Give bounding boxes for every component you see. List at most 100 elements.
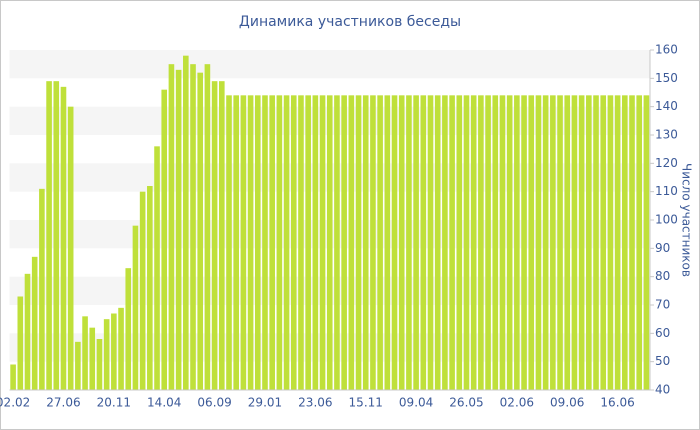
bar bbox=[183, 55, 189, 391]
bar bbox=[290, 95, 297, 390]
x-tick-label: 26.05 bbox=[449, 396, 483, 410]
bar bbox=[283, 95, 290, 390]
bar bbox=[254, 95, 261, 390]
bar bbox=[334, 95, 340, 390]
bar bbox=[535, 95, 542, 390]
x-tick-label: 06.09 bbox=[197, 396, 231, 410]
bar bbox=[111, 313, 117, 390]
bar bbox=[470, 95, 477, 390]
bar bbox=[154, 146, 160, 390]
bar bbox=[442, 95, 448, 390]
bar bbox=[449, 95, 455, 390]
bar bbox=[463, 95, 470, 390]
grid-band bbox=[9, 50, 650, 79]
bar bbox=[593, 95, 599, 390]
bar bbox=[406, 95, 412, 390]
bar bbox=[607, 95, 614, 390]
bar bbox=[139, 191, 146, 390]
bar bbox=[564, 95, 571, 390]
bar bbox=[103, 319, 110, 390]
x-tick-label: 16.06 bbox=[600, 396, 634, 410]
bar bbox=[132, 225, 139, 390]
x-tick-label: 27.06 bbox=[46, 396, 80, 410]
bar bbox=[233, 95, 239, 390]
bar bbox=[75, 341, 81, 390]
bar bbox=[31, 256, 38, 390]
bar bbox=[506, 95, 513, 390]
y-tick-label: 150 bbox=[655, 71, 678, 85]
bar bbox=[269, 95, 275, 390]
bar bbox=[147, 186, 153, 390]
bar bbox=[622, 95, 628, 390]
bar bbox=[557, 95, 563, 390]
bar bbox=[600, 95, 607, 390]
bar bbox=[24, 273, 31, 390]
bar bbox=[629, 95, 635, 390]
chart-title: Динамика участников беседы bbox=[239, 14, 461, 30]
bar bbox=[614, 95, 621, 390]
bar bbox=[550, 95, 556, 390]
bar bbox=[39, 188, 45, 390]
x-tick-label: 09.04 bbox=[399, 396, 433, 410]
bar bbox=[96, 339, 103, 390]
bar bbox=[420, 95, 427, 390]
bar bbox=[67, 106, 74, 391]
bar bbox=[578, 95, 585, 390]
bar bbox=[492, 95, 499, 390]
bar bbox=[211, 81, 218, 391]
bar bbox=[521, 95, 527, 390]
bar bbox=[60, 86, 67, 390]
y-tick-label: 80 bbox=[655, 269, 670, 283]
x-tick-label: 23.06 bbox=[298, 396, 332, 410]
bar bbox=[485, 95, 491, 390]
bar bbox=[355, 95, 362, 390]
bar bbox=[262, 95, 268, 390]
bar bbox=[226, 95, 232, 390]
bar bbox=[247, 95, 254, 390]
x-tick-label: 29.01 bbox=[248, 396, 282, 410]
bar bbox=[319, 95, 326, 390]
bar bbox=[298, 95, 304, 390]
y-tick-label: 110 bbox=[655, 184, 678, 198]
bar bbox=[276, 95, 283, 390]
y-tick-label: 130 bbox=[655, 128, 678, 142]
x-tick-label: 14.04 bbox=[147, 396, 181, 410]
y-tick-label: 160 bbox=[655, 43, 678, 57]
y-tick-label: 70 bbox=[655, 298, 670, 312]
bar bbox=[542, 95, 549, 390]
y-tick-label: 50 bbox=[655, 354, 670, 368]
bar bbox=[240, 95, 247, 390]
bar bbox=[456, 95, 463, 390]
bar bbox=[118, 307, 124, 390]
y-tick-label: 90 bbox=[655, 241, 670, 255]
bar bbox=[305, 95, 311, 390]
bar bbox=[528, 95, 535, 390]
bar bbox=[413, 95, 419, 390]
bar bbox=[514, 95, 520, 390]
x-tick-label: 20.11 bbox=[97, 396, 131, 410]
y-tick-label: 100 bbox=[655, 213, 678, 227]
bar bbox=[499, 95, 506, 390]
x-tick-label: 02.06 bbox=[500, 396, 534, 410]
bar bbox=[312, 95, 319, 390]
bar bbox=[370, 95, 376, 390]
bar bbox=[161, 89, 168, 391]
bar bbox=[190, 64, 196, 391]
bar bbox=[125, 268, 132, 390]
bar bbox=[586, 95, 592, 390]
bar bbox=[391, 95, 398, 390]
bar bbox=[362, 95, 369, 390]
bar bbox=[175, 69, 182, 390]
y-tick-label: 120 bbox=[655, 156, 678, 170]
bar bbox=[398, 95, 405, 390]
bar bbox=[197, 72, 204, 391]
bar bbox=[571, 95, 578, 390]
bar bbox=[636, 95, 643, 390]
y-axis-label: Число участников bbox=[680, 163, 694, 277]
y-tick-label: 140 bbox=[655, 99, 678, 113]
bar bbox=[384, 95, 391, 390]
bar bbox=[348, 95, 355, 390]
x-tick-label: 15.11 bbox=[349, 396, 383, 410]
